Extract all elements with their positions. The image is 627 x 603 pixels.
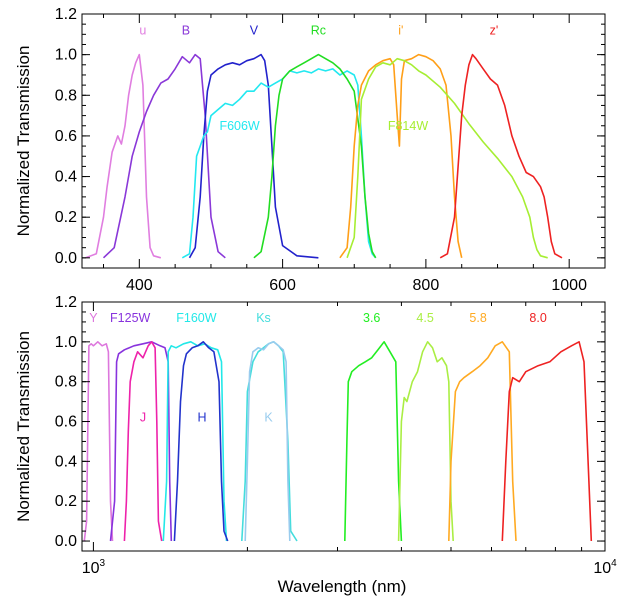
series-line-80 bbox=[501, 340, 593, 542]
series-line-45 bbox=[397, 340, 454, 542]
series-line-F125W bbox=[109, 340, 173, 542]
x-tick-label: 600 bbox=[269, 277, 296, 294]
series-line-Rc bbox=[253, 53, 377, 259]
series-line-u bbox=[85, 53, 162, 259]
series-line-z bbox=[439, 53, 563, 259]
series-line-F606W bbox=[181, 68, 377, 259]
series-line-F160W bbox=[162, 340, 228, 542]
series-label-F160W: F160W bbox=[176, 311, 216, 325]
x-tick-label: 104 bbox=[593, 558, 617, 577]
series-label-V: V bbox=[250, 23, 259, 37]
y-tick-label: 0.8 bbox=[55, 374, 77, 391]
x-tick-label: 103 bbox=[82, 558, 106, 577]
series-label-B: B bbox=[182, 23, 190, 37]
y-tick-label: 0.0 bbox=[55, 250, 77, 267]
x-tick-label: 400 bbox=[126, 277, 153, 294]
series-label-H: H bbox=[197, 411, 206, 425]
y-tick-label: 0.4 bbox=[55, 169, 77, 186]
y-tick-label: 1.2 bbox=[55, 294, 77, 311]
x-tick-label: 1000 bbox=[551, 277, 587, 294]
series-line-K bbox=[244, 340, 291, 542]
series-line-V bbox=[188, 53, 319, 259]
x-axis-title: Wavelength (nm) bbox=[278, 577, 407, 596]
y-tick-label: 0.6 bbox=[55, 128, 77, 145]
y-tick-label: 0.2 bbox=[55, 493, 77, 510]
y-tick-label: 0.4 bbox=[55, 453, 77, 470]
series-label-Rc: Rc bbox=[311, 23, 326, 37]
series-line-36 bbox=[344, 340, 403, 542]
y-tick-label: 1.0 bbox=[55, 334, 77, 351]
series-label-u: u bbox=[139, 23, 146, 37]
y-tick-label: 0.0 bbox=[55, 533, 77, 550]
series-label-36: 3.6 bbox=[363, 311, 380, 325]
series-label-K: K bbox=[264, 411, 273, 425]
series-label-J: J bbox=[140, 411, 146, 425]
series-label-z: z' bbox=[490, 23, 499, 37]
y-tick-label: 1.2 bbox=[55, 6, 77, 23]
series-label-Y: Y bbox=[89, 311, 98, 325]
y-tick-label: 0.8 bbox=[55, 87, 77, 104]
series-line-B bbox=[102, 53, 226, 259]
top-panel: u B V F606W Rc i' F814W z' 0.0 0.2 0.4 0.6 0.8 1.0 1.2… bbox=[14, 6, 606, 294]
series-label-F814W: F814W bbox=[388, 119, 428, 133]
y-axis-title: Normalized Transmission bbox=[14, 331, 33, 522]
series-line-i bbox=[339, 53, 463, 259]
series-label-Ks: Ks bbox=[256, 311, 271, 325]
x-tick-label: 800 bbox=[413, 277, 440, 294]
series-line-58 bbox=[448, 340, 517, 542]
plot-frame bbox=[81, 301, 606, 552]
series-label-80: 8.0 bbox=[529, 311, 546, 325]
y-tick-label: 1.0 bbox=[55, 47, 77, 64]
y-axis-title: Normalized Transmission bbox=[14, 46, 33, 237]
series-label-i: i' bbox=[398, 23, 403, 37]
series-label-45: 4.5 bbox=[416, 311, 433, 325]
series-line-Y bbox=[83, 340, 114, 542]
bottom-panel: Y F125W J F160W H Ks K 3.6 4.5 5.8 8.0 0.0 0.2 0.4 0.6… bbox=[14, 294, 617, 577]
series-label-58: 5.8 bbox=[469, 311, 486, 325]
plot-frame bbox=[81, 13, 606, 269]
series-line-H bbox=[173, 340, 229, 542]
y-tick-label: 0.6 bbox=[55, 414, 77, 431]
series-line-F814W bbox=[346, 57, 548, 259]
series-line-J bbox=[123, 340, 163, 542]
series-label-F125W: F125W bbox=[110, 311, 150, 325]
series-label-F606W: F606W bbox=[219, 119, 259, 133]
y-tick-label: 0.2 bbox=[55, 209, 77, 226]
